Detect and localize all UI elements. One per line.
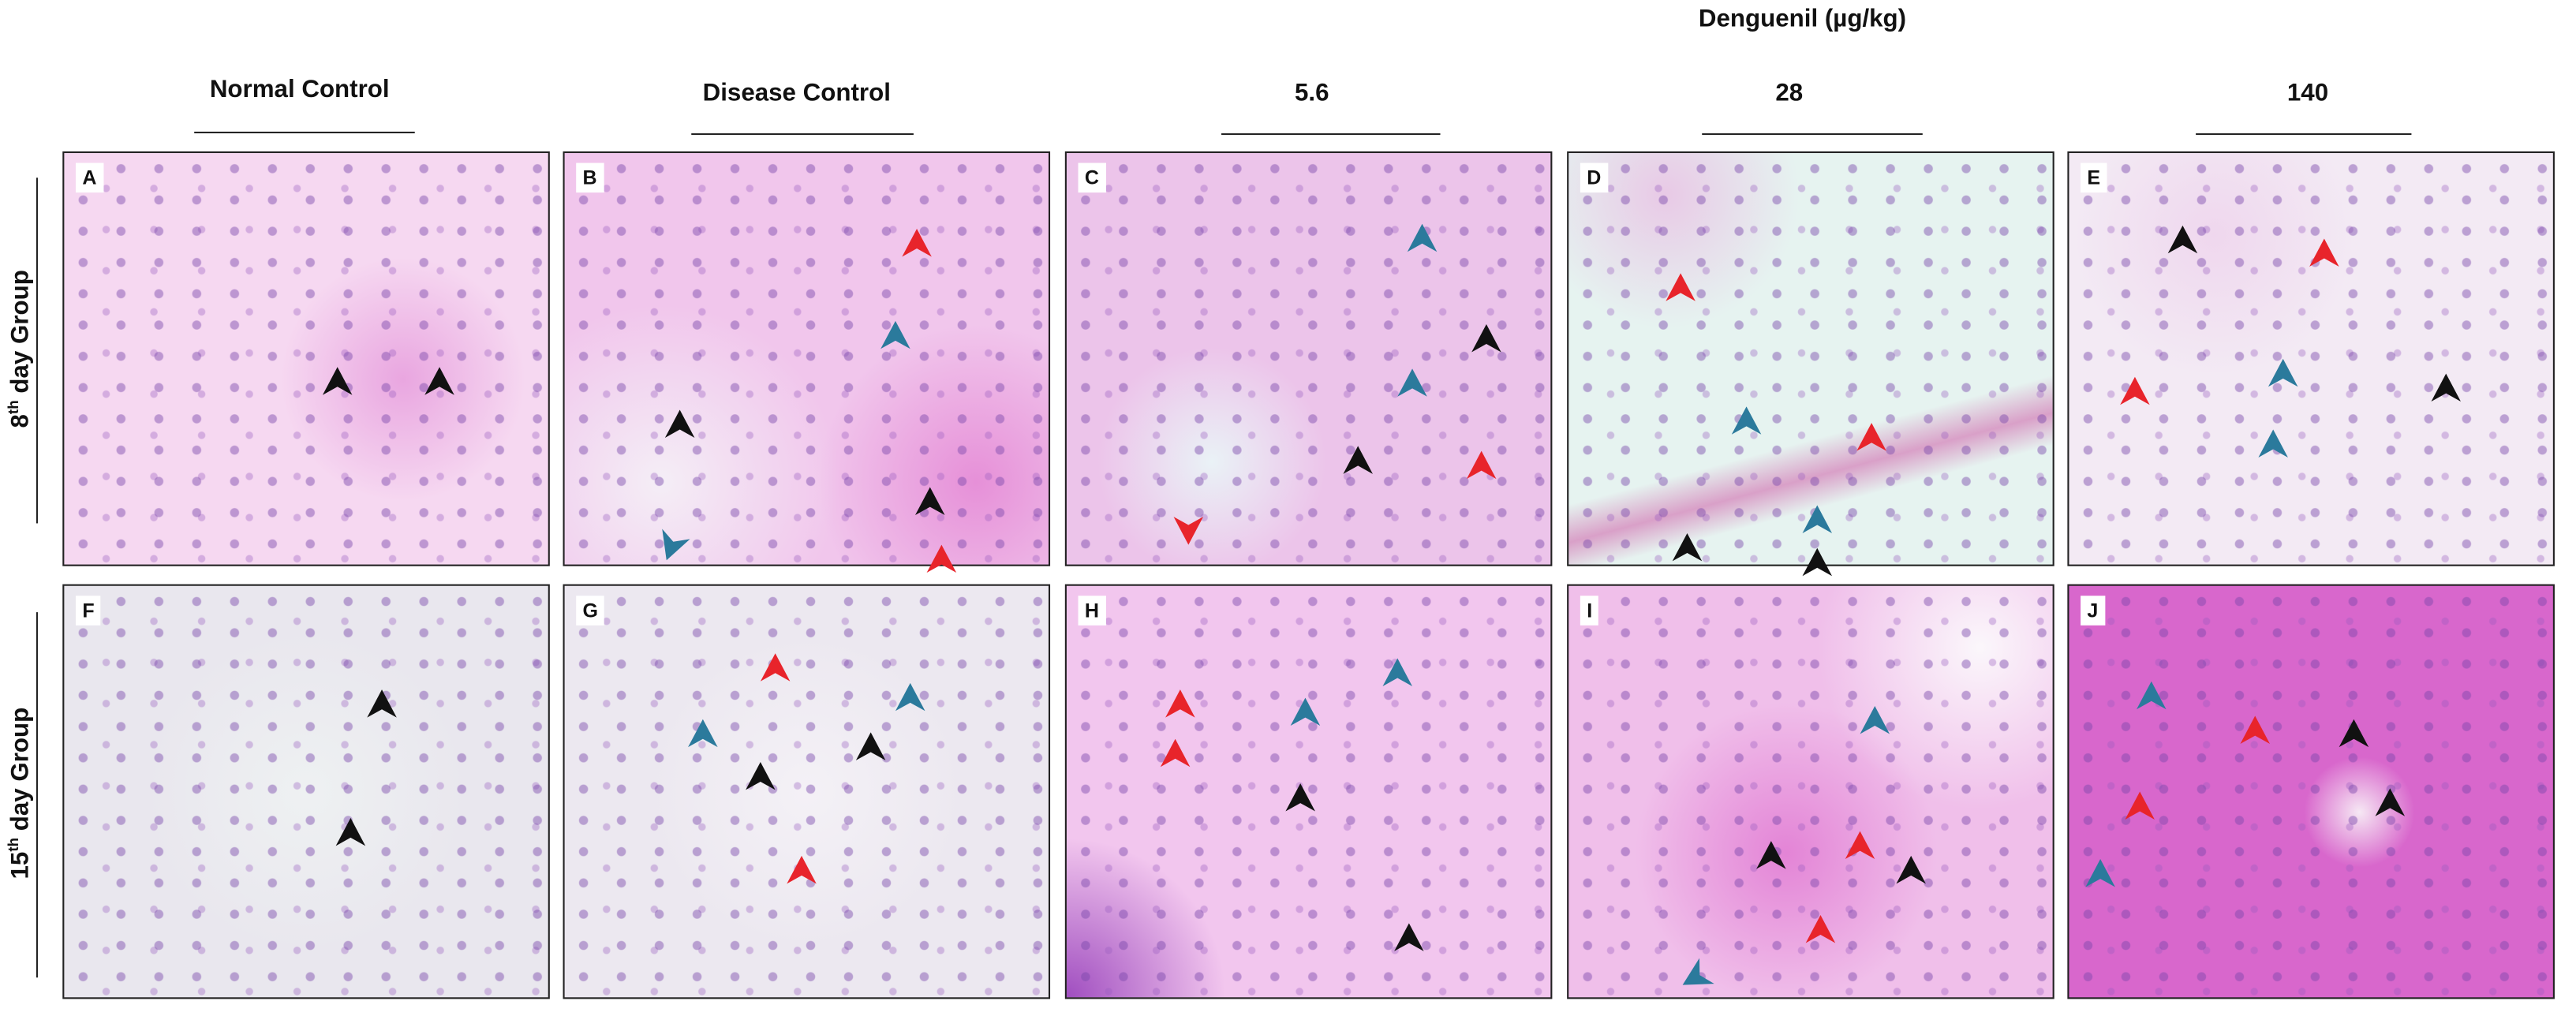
arrowhead — [1165, 689, 1195, 718]
arrowhead — [1666, 273, 1696, 301]
panel-letter: B — [576, 162, 604, 193]
rule — [2196, 133, 2412, 136]
arrowhead — [1466, 450, 1497, 480]
rule — [1221, 133, 1441, 136]
arrowhead — [1756, 841, 1786, 869]
micrograph: F — [62, 584, 550, 999]
arrowhead — [1285, 783, 1315, 812]
arrowhead — [1382, 658, 1413, 686]
arrowhead — [1394, 923, 1424, 951]
arrowhead — [1407, 223, 1438, 252]
rule — [194, 131, 415, 133]
panel-letter: H — [1078, 596, 1106, 626]
arrowhead — [1802, 505, 1833, 533]
arrowhead — [2375, 788, 2406, 816]
arrowhead — [1397, 368, 1427, 397]
arrowhead — [322, 367, 353, 395]
arrowhead — [2268, 358, 2298, 387]
micrograph: E — [2067, 151, 2555, 566]
rule — [36, 612, 38, 978]
arrowhead — [1471, 324, 1501, 353]
micrograph: G — [563, 584, 1051, 999]
arrowhead — [880, 320, 910, 349]
rule — [691, 133, 914, 136]
panel-letter: D — [1580, 162, 1608, 193]
arrowhead — [424, 367, 454, 395]
panel-letter: G — [576, 596, 605, 626]
arrowhead — [2125, 791, 2155, 820]
micrograph: B — [563, 151, 1051, 566]
arrowhead — [2085, 859, 2115, 887]
arrowhead — [688, 719, 718, 748]
column-header: 28 — [1775, 79, 1804, 107]
panel-letter: A — [75, 162, 103, 193]
arrowhead — [335, 817, 366, 846]
arrowhead — [2167, 225, 2198, 254]
arrowhead — [902, 228, 932, 257]
micrograph: H — [1064, 584, 1553, 999]
panel-letter: E — [2081, 162, 2107, 193]
arrowhead — [2339, 719, 2369, 748]
arrowhead — [855, 732, 886, 760]
arrowhead — [367, 689, 397, 718]
micrograph: A — [62, 151, 550, 566]
arrowhead — [1290, 697, 1321, 727]
arrowhead — [1343, 446, 1373, 474]
arrowhead — [664, 409, 695, 438]
rule — [36, 177, 38, 524]
arrowhead — [1672, 532, 1703, 562]
rule — [1702, 133, 1923, 136]
arrowhead — [1856, 423, 1886, 451]
micrograph: C — [1064, 151, 1553, 566]
micrograph: I — [1567, 584, 2054, 999]
arrowhead — [1805, 914, 1836, 943]
arrowhead — [1682, 958, 1714, 985]
micrograph: J — [2067, 584, 2555, 999]
arrowhead — [1731, 406, 1762, 435]
arrowhead — [914, 487, 945, 516]
arrowhead — [1860, 706, 1890, 734]
group-label: Denguenil (µg/kg) — [1698, 5, 1907, 33]
arrowhead — [2431, 373, 2462, 402]
column-header: 140 — [2286, 79, 2329, 107]
arrowhead — [746, 761, 776, 790]
panel-letter: J — [2081, 596, 2105, 626]
arrowhead — [2258, 429, 2288, 458]
arrowhead — [1845, 831, 1875, 860]
arrowhead — [895, 682, 925, 712]
arrowhead — [2137, 681, 2167, 710]
column-header: Disease Control — [702, 79, 891, 107]
arrowhead — [2309, 238, 2339, 267]
arrowhead — [1802, 547, 1833, 577]
arrowhead — [926, 544, 957, 573]
column-header: 5.6 — [1295, 79, 1329, 107]
panel-letter: F — [75, 596, 101, 626]
arrowhead — [787, 855, 817, 884]
arrowhead — [2120, 376, 2150, 405]
panel-letter: I — [1580, 596, 1599, 626]
arrowhead — [1173, 517, 1204, 545]
column-header: Normal Control — [209, 75, 390, 104]
arrowhead — [1160, 738, 1191, 768]
arrowhead — [2240, 715, 2271, 745]
arrowhead — [1896, 855, 1926, 884]
panel-letter: C — [1078, 162, 1106, 193]
arrowhead — [760, 653, 791, 682]
micrograph: D — [1567, 151, 2054, 566]
arrowhead — [662, 529, 690, 561]
